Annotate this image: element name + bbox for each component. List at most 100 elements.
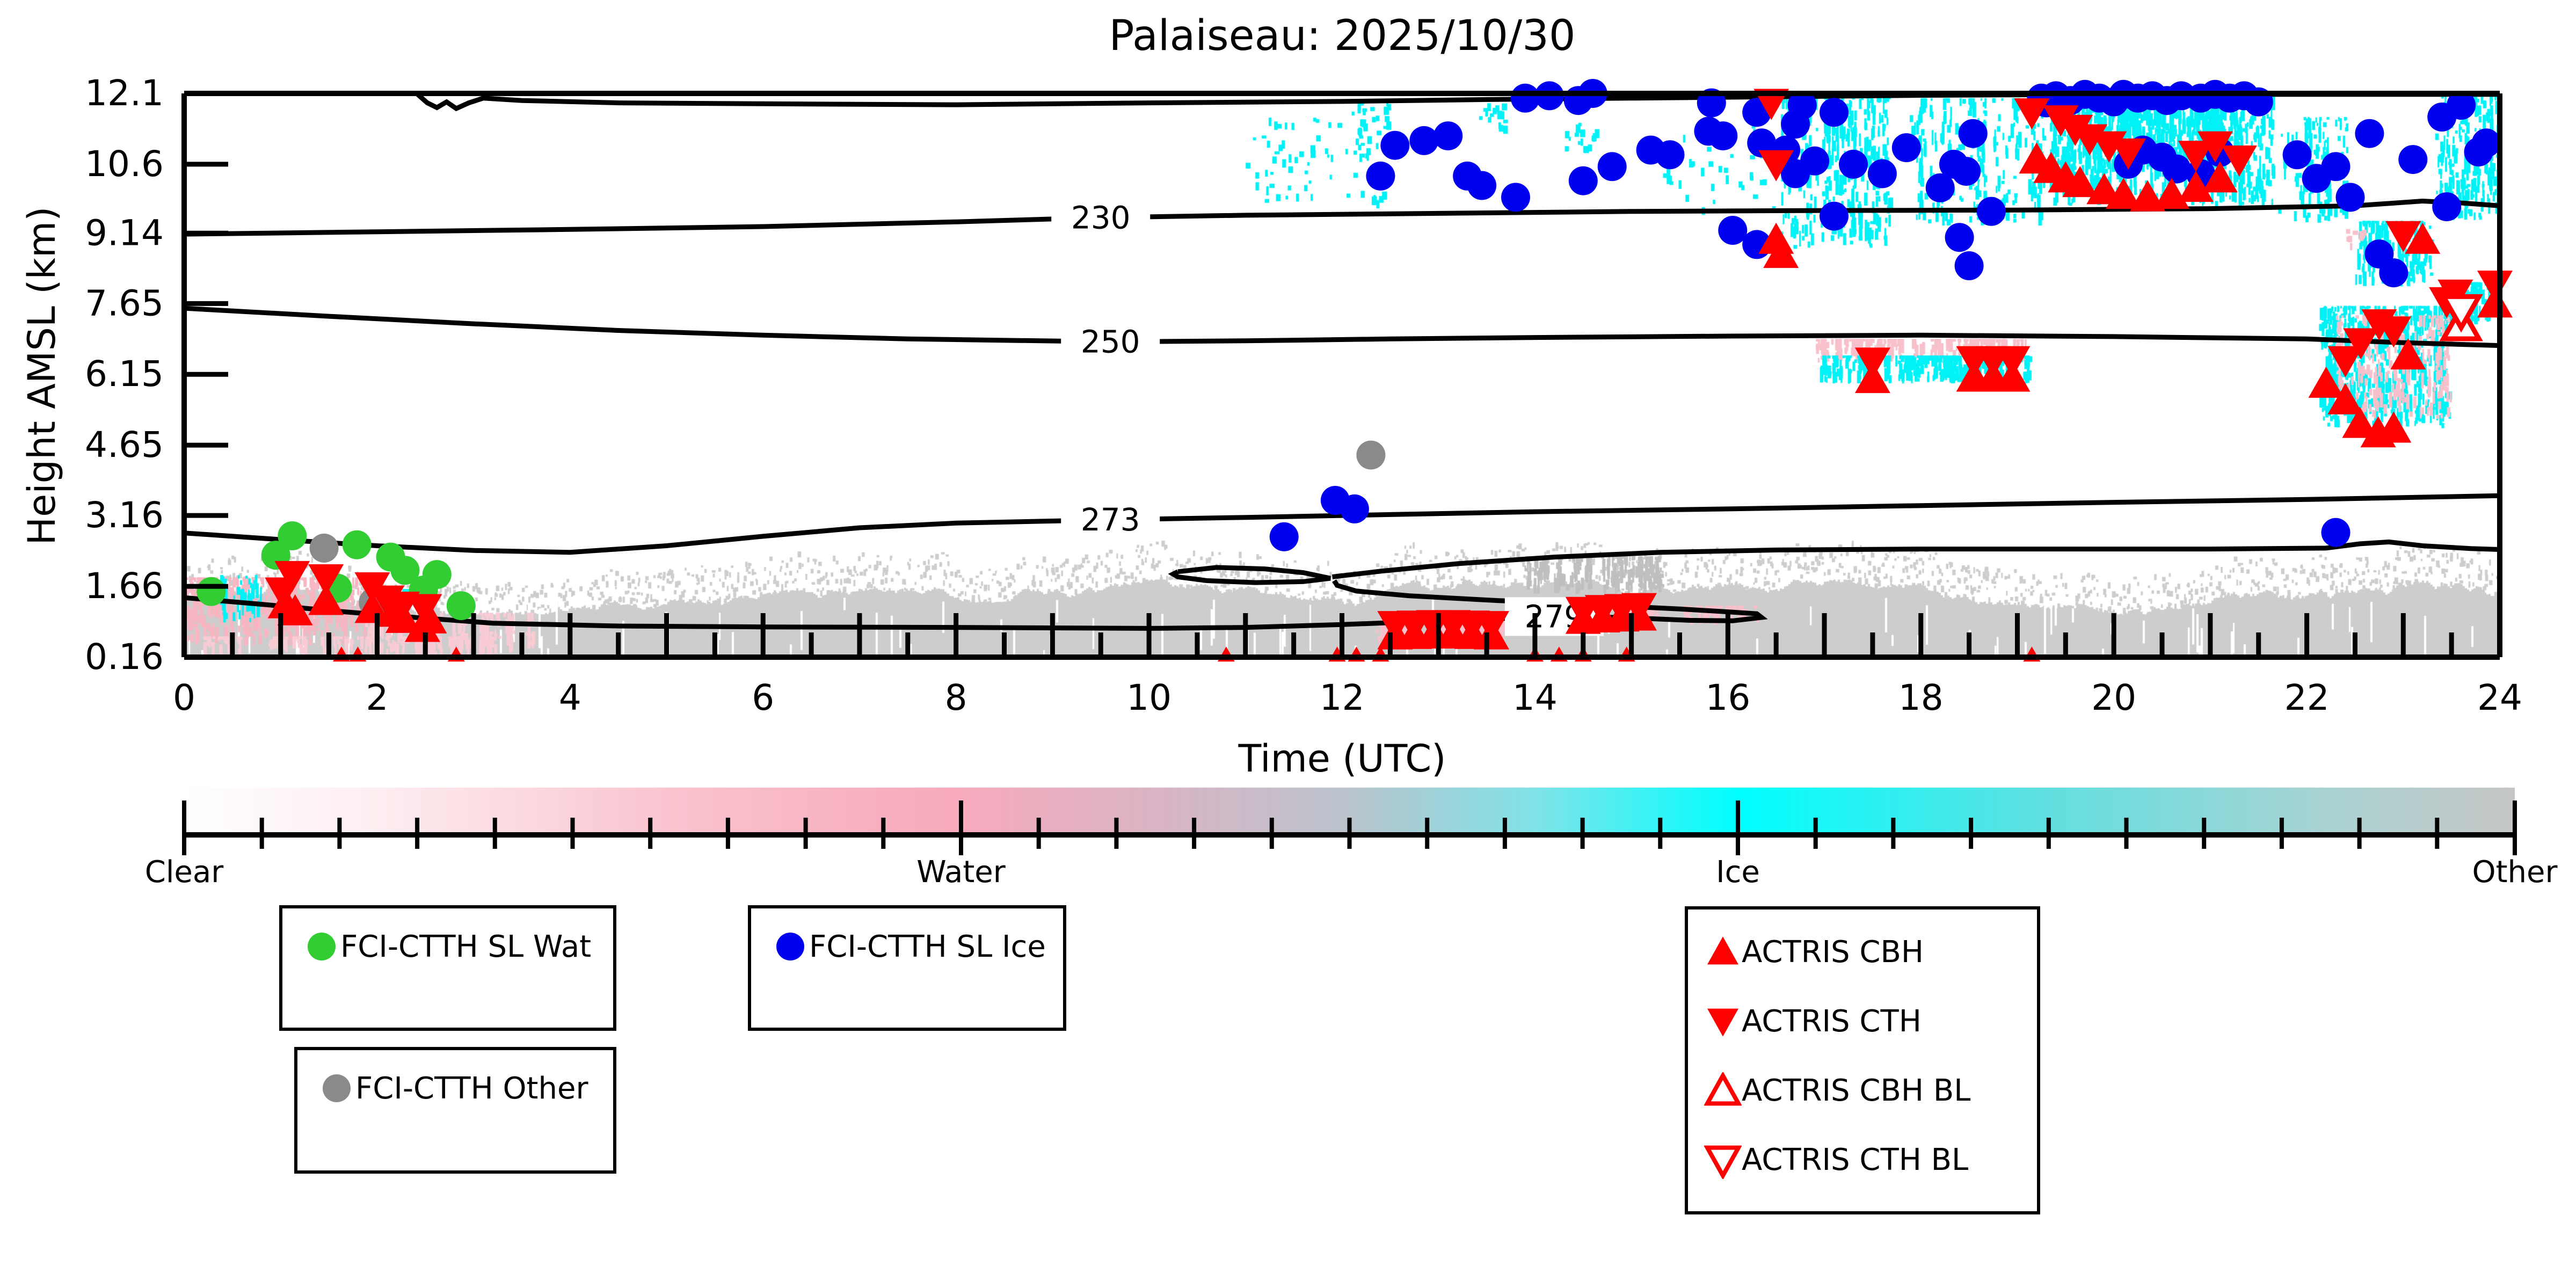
legend-fci-wat: FCI-CTTH SL Wat bbox=[279, 905, 616, 1031]
dot-marker bbox=[1747, 128, 1777, 158]
dot-marker bbox=[2321, 518, 2351, 547]
dot-marker bbox=[1925, 173, 1955, 202]
dot-marker bbox=[2447, 91, 2476, 120]
dot-marker bbox=[1781, 159, 1810, 188]
y-tick-label: 0.16 bbox=[85, 636, 164, 678]
legend-marker-glyph bbox=[1707, 936, 1738, 965]
x-tick-label: 20 bbox=[2091, 677, 2136, 718]
triangle-marker bbox=[2385, 221, 2421, 252]
wat-dot-icon bbox=[303, 928, 340, 965]
page-title: Palaiseau: 2025/10/30 bbox=[1109, 12, 1576, 60]
dot-marker bbox=[2162, 154, 2191, 184]
other-dot-icon bbox=[318, 1069, 355, 1107]
legend-marker-glyph bbox=[323, 1074, 351, 1102]
dot-marker bbox=[1976, 197, 2006, 226]
dot-marker bbox=[1409, 126, 1439, 155]
dot-marker bbox=[2398, 145, 2428, 174]
triangle-marker bbox=[1758, 150, 1794, 181]
triangle-marker bbox=[2376, 411, 2412, 443]
classification-colorbar bbox=[182, 788, 2517, 855]
dot-marker bbox=[1718, 216, 1748, 245]
triangle-marker bbox=[1474, 611, 1510, 643]
colorbar-label-other: Other bbox=[2472, 855, 2558, 890]
dot-marker bbox=[2471, 128, 2501, 158]
legend-marker-glyph bbox=[1704, 1072, 1742, 1106]
cbh-bl-triangle-icon bbox=[1704, 1072, 1742, 1110]
triangle-marker bbox=[1621, 593, 1657, 624]
series-actris-cth-bl bbox=[2439, 294, 2483, 333]
triangle-marker bbox=[2477, 286, 2513, 318]
x-tick-label: 12 bbox=[1320, 677, 1365, 718]
y-tick-label: 1.66 bbox=[85, 565, 164, 607]
triangle-marker bbox=[2439, 294, 2483, 333]
y-tick-label: 10.6 bbox=[85, 143, 164, 185]
x-tick-label: 4 bbox=[559, 677, 581, 718]
dot-marker bbox=[1356, 440, 1386, 470]
y-axis-label: Height AMSL (km) bbox=[20, 206, 64, 545]
triangle-marker bbox=[2043, 105, 2079, 137]
legend-actris-cth-label: ACTRIS CTH bbox=[1742, 1003, 1922, 1039]
x-tick-label: 14 bbox=[1512, 677, 1558, 718]
contour-line-230 bbox=[184, 198, 2500, 237]
legend-fci-ice-label: FCI-CTTH SL Ice bbox=[809, 929, 1046, 964]
legend-fci-wat-label: FCI-CTTH SL Wat bbox=[340, 929, 592, 964]
legend-marker-glyph bbox=[1704, 1145, 1742, 1179]
cth-bl-triangle-icon bbox=[1704, 1141, 1742, 1179]
triangle-marker bbox=[354, 592, 390, 623]
dot-marker bbox=[1708, 121, 1738, 151]
triangle-marker bbox=[2014, 98, 2050, 130]
legend-actris: ACTRIS CBH ACTRIS CTH ACTRIS CBH BL ACTR… bbox=[1685, 906, 2040, 1214]
contour-label-230: 230 bbox=[1071, 199, 1131, 236]
dot-marker bbox=[1891, 133, 1921, 163]
dot-marker bbox=[197, 577, 226, 606]
x-tick-label: 0 bbox=[173, 677, 195, 718]
y-tick-label: 4.65 bbox=[85, 424, 164, 465]
x-tick-label: 24 bbox=[2477, 677, 2522, 718]
triangle-marker bbox=[404, 610, 440, 642]
y-tick-label: 6.15 bbox=[85, 353, 164, 395]
legend-fci-other: FCI-CTTH Other bbox=[294, 1047, 616, 1174]
dot-marker bbox=[422, 560, 452, 590]
legend-fci-other-label: FCI-CTTH Other bbox=[355, 1071, 588, 1106]
dot-marker bbox=[309, 533, 339, 563]
x-tick-label: 16 bbox=[1705, 677, 1750, 718]
series-actris-cth bbox=[265, 89, 2513, 643]
dot-marker bbox=[2335, 183, 2365, 212]
y-tick-label: 9.14 bbox=[85, 212, 164, 253]
triangle-marker bbox=[2111, 138, 2146, 170]
triangle-marker bbox=[2130, 180, 2166, 212]
colorbar-label-ice: Ice bbox=[1716, 855, 1760, 890]
triangle-marker bbox=[2178, 170, 2214, 202]
dot-marker bbox=[1787, 91, 1817, 120]
legend-actris-cth-bl-label: ACTRIS CTH BL bbox=[1742, 1143, 1969, 1178]
triangle-marker bbox=[2221, 145, 2257, 177]
triangle-marker bbox=[274, 561, 310, 592]
dot-marker bbox=[1380, 130, 1410, 160]
dot-marker bbox=[1945, 223, 1974, 252]
dot-marker bbox=[342, 530, 372, 559]
legend-fci-ice: FCI-CTTH SL Ice bbox=[748, 905, 1066, 1031]
contour-label-bg bbox=[1061, 322, 1160, 361]
dot-marker bbox=[1501, 183, 1530, 212]
cth-triangle-icon bbox=[1704, 1002, 1742, 1040]
triangle-marker bbox=[1995, 346, 2031, 377]
triangle-marker bbox=[308, 564, 344, 596]
triangle-marker bbox=[2308, 366, 2344, 398]
x-tick-label: 2 bbox=[366, 677, 388, 718]
contour-line-250 bbox=[184, 305, 2500, 348]
dot-marker bbox=[1954, 251, 1984, 280]
triangle-marker bbox=[2202, 161, 2238, 193]
classification-background bbox=[184, 93, 2500, 657]
triangle-marker bbox=[2057, 114, 2093, 146]
triangle-marker bbox=[1753, 89, 1789, 120]
triangle-marker bbox=[2376, 316, 2412, 348]
series-actris-cbh bbox=[267, 142, 2513, 650]
triangle-marker bbox=[2343, 328, 2379, 360]
triangle-marker bbox=[1763, 237, 1799, 268]
contour-line bbox=[1168, 565, 1331, 585]
dot-marker bbox=[1597, 152, 1627, 181]
dot-marker bbox=[2321, 152, 2351, 181]
